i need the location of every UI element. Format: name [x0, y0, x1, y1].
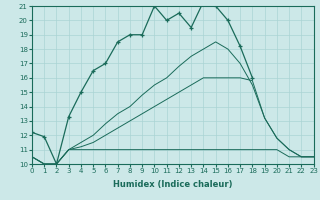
X-axis label: Humidex (Indice chaleur): Humidex (Indice chaleur) [113, 180, 233, 189]
